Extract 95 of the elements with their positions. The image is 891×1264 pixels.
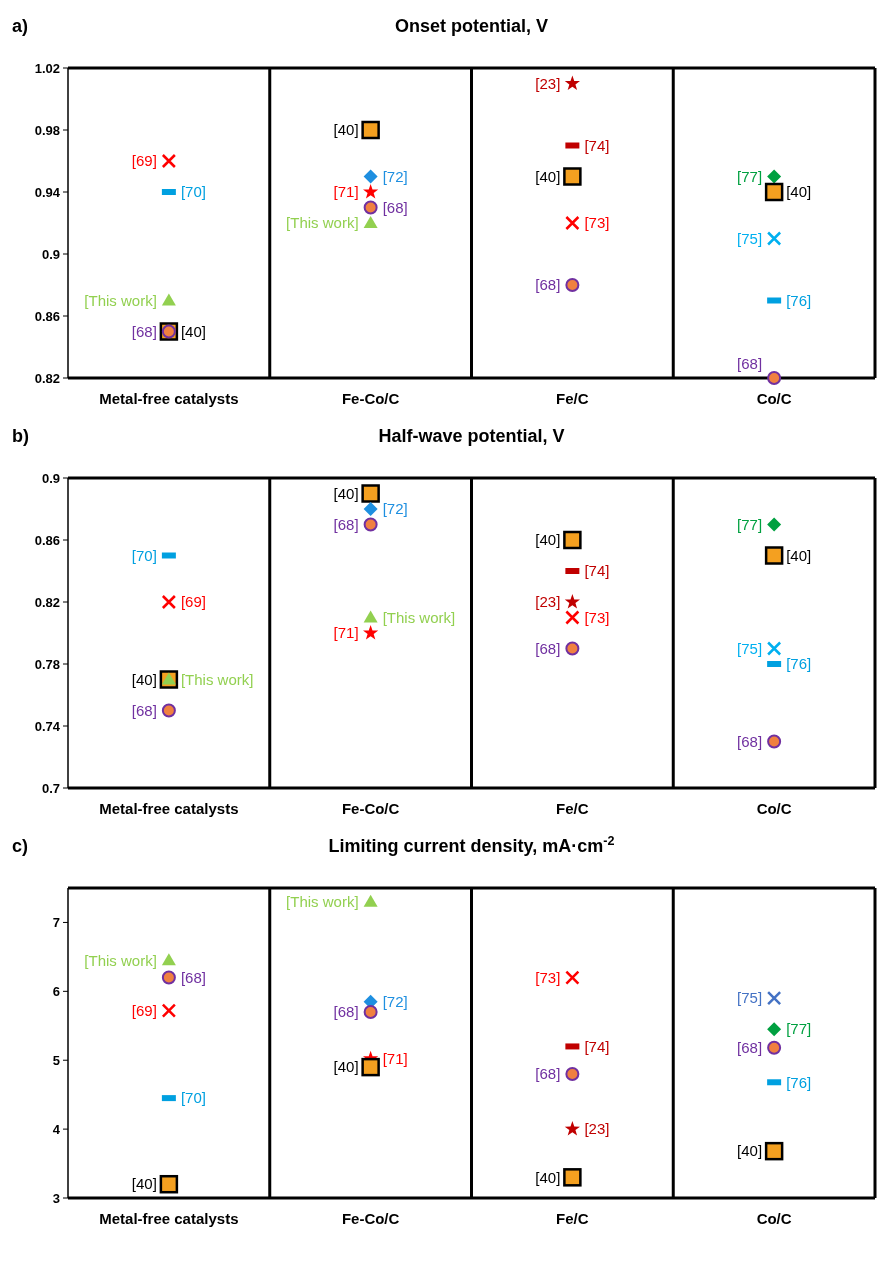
series-label: [75]: [737, 989, 763, 1007]
series-label: [76]: [786, 1073, 812, 1091]
series-label: [74]: [584, 136, 610, 154]
series-label: [40]: [333, 121, 359, 139]
series-label: [69]: [131, 152, 157, 170]
y-tick-label: 0.86: [34, 308, 60, 324]
series-label: [40]: [131, 1175, 157, 1193]
x-tick-label: Co/C: [756, 1210, 792, 1227]
x-tick-label: Co/C: [756, 390, 792, 407]
series-label: [69]: [180, 593, 206, 611]
x-tick-label: Fe-Co/C: [341, 390, 400, 407]
y-tick-label: 0.82: [34, 370, 60, 386]
series-label: [40]: [737, 1142, 763, 1160]
series-label: [23]: [535, 74, 561, 92]
series-label: [68]: [737, 355, 763, 373]
series-label: [68]: [737, 732, 763, 750]
series-label: [73]: [584, 608, 610, 626]
series-label: [76]: [786, 655, 812, 673]
series-label: [40]: [333, 1058, 359, 1076]
series-label: [71]: [382, 1050, 408, 1068]
y-tick-label: 0.74: [34, 718, 61, 734]
y-tick-label: 6: [52, 983, 60, 999]
series-label: [68]: [535, 639, 561, 657]
series-label: [71]: [333, 624, 359, 642]
x-tick-label: Fe/C: [556, 1210, 589, 1227]
series-label: [77]: [786, 1020, 812, 1038]
series-label: [40]: [180, 322, 206, 340]
series-label: [74]: [584, 1037, 610, 1055]
y-tick-label: 0.7: [41, 780, 60, 796]
x-tick-label: Metal-free catalysts: [99, 390, 239, 407]
series-label: [23]: [584, 1120, 610, 1138]
series-label: [40]: [786, 546, 812, 564]
chart-title: Limiting current density, mA·cm$^{-2}$: [328, 834, 615, 856]
x-tick-label: Metal-free catalysts: [99, 800, 239, 817]
y-tick-label: 0.98: [34, 122, 60, 138]
series-label: [71]: [333, 183, 359, 201]
series-label: [40]: [333, 484, 359, 502]
series-label: [68]: [382, 198, 408, 216]
chart-title: Onset potential, V: [394, 16, 549, 36]
x-tick-label: Fe/C: [556, 800, 589, 817]
series-label: [77]: [737, 167, 763, 185]
series-label: [40]: [535, 1168, 561, 1186]
chart-title: Half-wave potential, V: [378, 426, 565, 446]
series-label: [This work]: [84, 951, 157, 969]
series-label: [68]: [131, 322, 157, 340]
series-label: [76]: [786, 291, 812, 309]
y-tick-label: 5: [52, 1052, 60, 1068]
text: b): [12, 426, 29, 446]
series-label: [70]: [180, 183, 206, 201]
y-tick-label: 0.9: [41, 470, 60, 486]
y-tick-label: 0.78: [34, 656, 60, 672]
series-label: [23]: [535, 593, 561, 611]
y-tick-label: 7: [52, 914, 60, 930]
series-label: [73]: [584, 214, 610, 232]
series-label: [This work]: [84, 291, 157, 309]
series-label: [69]: [131, 1001, 157, 1019]
series-label: [68]: [535, 276, 561, 294]
x-tick-label: Metal-free catalysts: [99, 1210, 239, 1227]
series-label: [68]: [737, 1039, 763, 1057]
series-label: [72]: [382, 500, 408, 518]
series-label: [70]: [131, 546, 157, 564]
series-label: [This work]: [382, 608, 456, 626]
x-tick-label: Co/C: [756, 800, 792, 817]
text: a): [12, 16, 29, 36]
series-label: [68]: [333, 1003, 359, 1021]
series-label: [72]: [382, 167, 408, 185]
y-tick-label: 1.02: [34, 60, 60, 76]
series-label: [70]: [180, 1089, 206, 1107]
y-tick-label: 0.86: [34, 532, 60, 548]
series-label: [68]: [180, 968, 206, 986]
x-tick-label: Fe-Co/C: [341, 1210, 400, 1227]
series-label: [40]: [535, 167, 561, 185]
series-label: [68]: [333, 515, 359, 533]
series-label: [72]: [382, 992, 408, 1010]
series-label: [74]: [584, 562, 610, 580]
series-label: [This work]: [286, 893, 359, 911]
series-label: [This work]: [286, 214, 359, 232]
series-label: [68]: [131, 701, 157, 719]
series-label: [This work]: [180, 670, 254, 688]
y-tick-label: 4: [52, 1121, 61, 1137]
x-tick-label: Fe-Co/C: [341, 800, 400, 817]
series-label: [40]: [786, 183, 812, 201]
y-tick-label: 3: [52, 1190, 60, 1206]
series-label: [75]: [737, 639, 763, 657]
y-tick-label: 0.94: [34, 184, 61, 200]
series-label: [75]: [737, 229, 763, 247]
series-label: [73]: [535, 968, 561, 986]
series-label: [77]: [737, 515, 763, 533]
series-label: [40]: [131, 670, 157, 688]
series-label: [40]: [535, 531, 561, 549]
y-tick-label: 0.9: [41, 246, 60, 262]
series-label: [68]: [535, 1065, 561, 1083]
text: c): [12, 836, 29, 856]
y-tick-label: 0.82: [34, 594, 60, 610]
x-tick-label: Fe/C: [556, 390, 589, 407]
